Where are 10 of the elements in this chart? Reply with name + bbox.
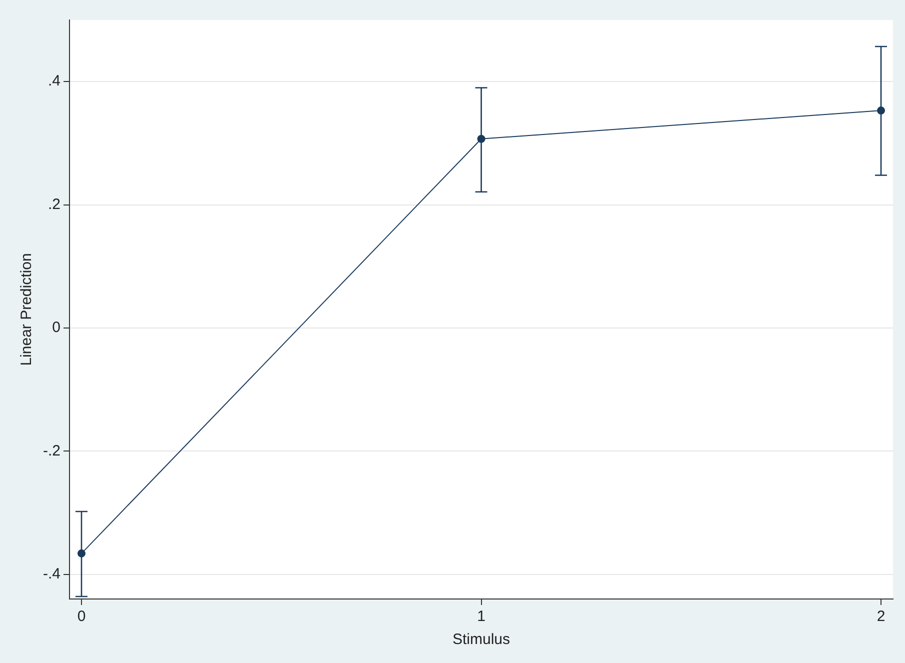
y-axis-title: Linear Prediction (18, 253, 36, 366)
x-tick-label: 0 (77, 608, 86, 626)
x-tick-label: 2 (876, 608, 886, 626)
y-tick-label: -.2 (42, 442, 61, 460)
x-tick-label: 1 (477, 608, 486, 626)
y-tick-label: -.4 (42, 566, 61, 582)
y-tick-label: .4 (48, 72, 61, 90)
x-axis-title: Stimulus (452, 631, 510, 648)
y-tick-label: .2 (48, 196, 61, 213)
y-tick-label: 0 (52, 319, 61, 336)
